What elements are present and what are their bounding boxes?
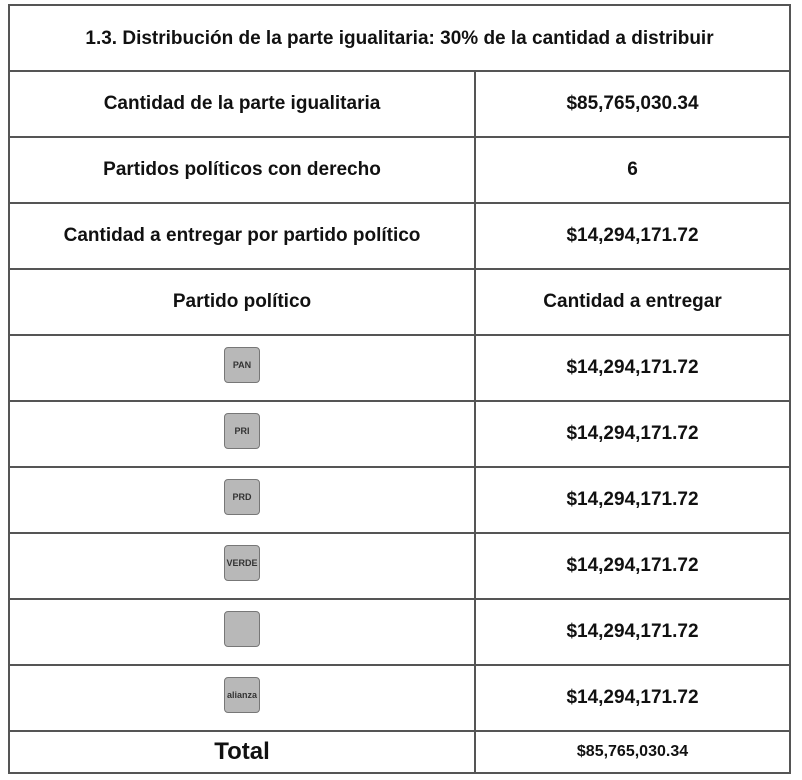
title-row: 1.3. Distribución de la parte igualitari… — [8, 4, 791, 72]
party-cell: alianza — [8, 664, 476, 732]
party-row: $14,294,171.72 — [8, 598, 791, 666]
party-logo: PAN — [224, 347, 260, 383]
party-row: PRI $14,294,171.72 — [8, 400, 791, 468]
info-value: $14,294,171.72 — [474, 202, 791, 270]
party-logo — [224, 611, 260, 647]
party-logo: alianza — [224, 677, 260, 713]
party-row: PRD $14,294,171.72 — [8, 466, 791, 534]
info-label: Cantidad de la parte igualitaria — [8, 70, 476, 138]
header-row: Partido político Cantidad a entregar — [8, 268, 791, 336]
party-cell: PRI — [8, 400, 476, 468]
distribution-table: 1.3. Distribución de la parte igualitari… — [8, 4, 791, 774]
party-row: alianza $14,294,171.72 — [8, 664, 791, 732]
party-cell: PRD — [8, 466, 476, 534]
party-amount: $14,294,171.72 — [474, 532, 791, 600]
info-label: Cantidad a entregar por partido político — [8, 202, 476, 270]
party-cell: VERDE — [8, 532, 476, 600]
table-body: 1.3. Distribución de la parte igualitari… — [8, 4, 791, 774]
party-amount: $14,294,171.72 — [474, 664, 791, 732]
info-label: Partidos políticos con derecho — [8, 136, 476, 204]
total-value: $85,765,030.34 — [474, 730, 791, 774]
info-row: Partidos políticos con derecho 6 — [8, 136, 791, 204]
party-row: PAN $14,294,171.72 — [8, 334, 791, 402]
party-amount: $14,294,171.72 — [474, 400, 791, 468]
info-value: 6 — [474, 136, 791, 204]
column-header: Cantidad a entregar — [474, 268, 791, 336]
info-value: $85,765,030.34 — [474, 70, 791, 138]
party-cell — [8, 598, 476, 666]
total-row: Total $85,765,030.34 — [8, 730, 791, 774]
party-cell: PAN — [8, 334, 476, 402]
party-amount: $14,294,171.72 — [474, 598, 791, 666]
party-amount: $14,294,171.72 — [474, 466, 791, 534]
info-row: Cantidad a entregar por partido político… — [8, 202, 791, 270]
party-amount: $14,294,171.72 — [474, 334, 791, 402]
info-row: Cantidad de la parte igualitaria $85,765,… — [8, 70, 791, 138]
party-logo: VERDE — [224, 545, 260, 581]
party-row: VERDE $14,294,171.72 — [8, 532, 791, 600]
party-logo: PRD — [224, 479, 260, 515]
column-header: Partido político — [8, 268, 476, 336]
total-label: Total — [8, 730, 476, 774]
table-title: 1.3. Distribución de la parte igualitari… — [8, 4, 791, 72]
party-logo: PRI — [224, 413, 260, 449]
